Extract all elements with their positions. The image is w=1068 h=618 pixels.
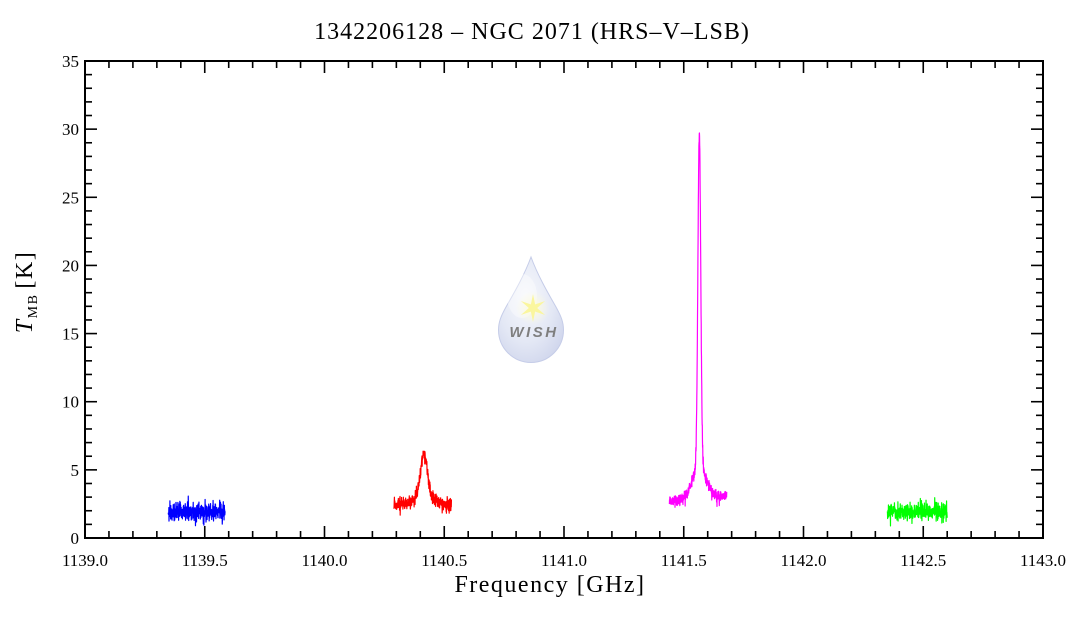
- spectrum-segment-red: [393, 450, 453, 516]
- x-tick-label: 1139.0: [62, 551, 108, 570]
- y-tick-label: 0: [71, 529, 80, 548]
- x-tick-labels: 1139.0 1139.5 1140.0 1140.5 1141.0 1141.5 1142…: [62, 551, 1066, 570]
- spectrum-segment-magenta: [668, 132, 728, 508]
- x-tick-label: 1141.0: [541, 551, 587, 570]
- y-axis-symbol: T: [12, 318, 38, 333]
- x-tick-label: 1140.0: [301, 551, 347, 570]
- watermark-text: WISH: [509, 324, 558, 341]
- y-axis-unit: [K]: [12, 251, 38, 289]
- x-tick-label: 1141.5: [661, 551, 707, 570]
- y-tick-label: 5: [71, 461, 80, 480]
- y-tick-label: 30: [62, 120, 79, 139]
- spectrum-segment-green: [886, 497, 948, 527]
- spectrum-segment-blue: [167, 495, 226, 527]
- axis-ticks: [84, 60, 1044, 539]
- spectra-layer: [167, 132, 948, 527]
- x-tick-label: 1139.5: [182, 551, 228, 570]
- x-axis-label: Frequency [GHz]: [454, 572, 645, 598]
- y-tick-label: 15: [62, 325, 79, 344]
- y-tick-label: 20: [62, 256, 79, 275]
- y-tick-label: 10: [62, 393, 79, 412]
- x-tick-label: 1143.0: [1020, 551, 1066, 570]
- y-tick-labels: 0 5 10 15 20 25 30 35: [62, 52, 79, 548]
- y-axis-label: TMB [K]: [12, 251, 41, 333]
- x-tick-label: 1140.5: [421, 551, 467, 570]
- y-tick-label: 35: [62, 52, 79, 71]
- x-tick-label: 1142.5: [900, 551, 946, 570]
- plot-title: 1342206128 – NGC 2071 (HRS–V–LSB): [314, 19, 750, 45]
- wish-watermark: WISH: [497, 255, 565, 363]
- y-axis-subscript: MB: [26, 294, 41, 319]
- y-tick-label: 25: [62, 188, 79, 207]
- x-tick-label: 1142.0: [780, 551, 826, 570]
- plot-frame: [84, 60, 1044, 539]
